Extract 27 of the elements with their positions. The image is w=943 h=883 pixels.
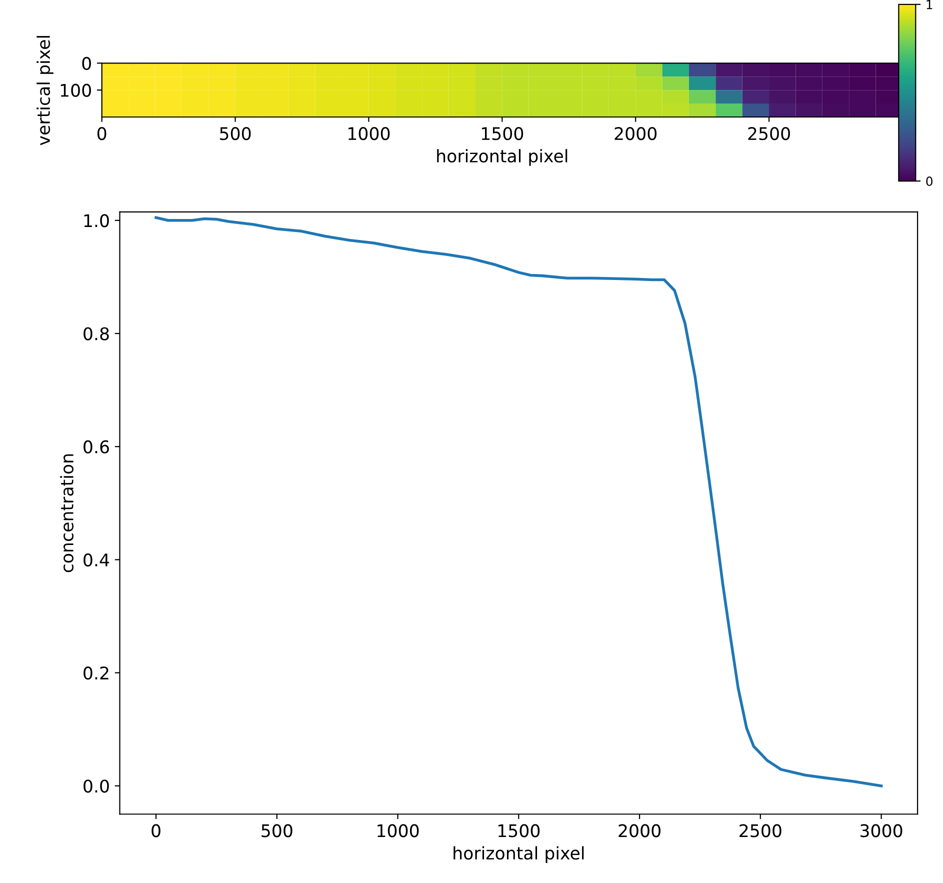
y-axis-title: vertical pixel bbox=[36, 36, 54, 146]
x-tick-label: 1500 bbox=[498, 824, 540, 838]
x-tick-label: 500 bbox=[220, 127, 251, 140]
y-tick-label: 0.6 bbox=[84, 440, 109, 454]
x-tick-label: 1000 bbox=[378, 824, 419, 838]
line-series bbox=[154, 216, 883, 788]
y-tick-label: 0.4 bbox=[84, 553, 110, 567]
y-tick-label: 1.0 bbox=[84, 214, 109, 228]
x-tick-label: 1500 bbox=[482, 127, 524, 140]
x-axis-title: horizontal pixel bbox=[437, 149, 568, 166]
y-axis-title: concentration bbox=[60, 454, 74, 572]
y-tick-label: 0 bbox=[82, 56, 91, 70]
x-tick-label: 500 bbox=[262, 824, 292, 838]
y-tick-label: 0.2 bbox=[84, 666, 108, 680]
x-tick-label: 2000 bbox=[618, 824, 660, 838]
color-bar-label: 0 bbox=[926, 176, 932, 186]
x-tick-label: 2500 bbox=[748, 127, 790, 140]
x-axis-title: horizontal pixel bbox=[454, 846, 584, 864]
color-bar-label: 1 bbox=[926, 0, 932, 10]
x-tick-label: 2500 bbox=[740, 824, 782, 838]
y-tick-label: 0.0 bbox=[84, 780, 109, 793]
x-tick-label: 3000 bbox=[860, 824, 902, 838]
y-tick-label: 100 bbox=[60, 84, 91, 97]
x-tick-label: 1000 bbox=[348, 127, 390, 140]
x-tick-label: 2000 bbox=[614, 127, 657, 140]
y-tick-label: 0.8 bbox=[84, 327, 109, 340]
x-tick-label: 0 bbox=[152, 824, 160, 838]
